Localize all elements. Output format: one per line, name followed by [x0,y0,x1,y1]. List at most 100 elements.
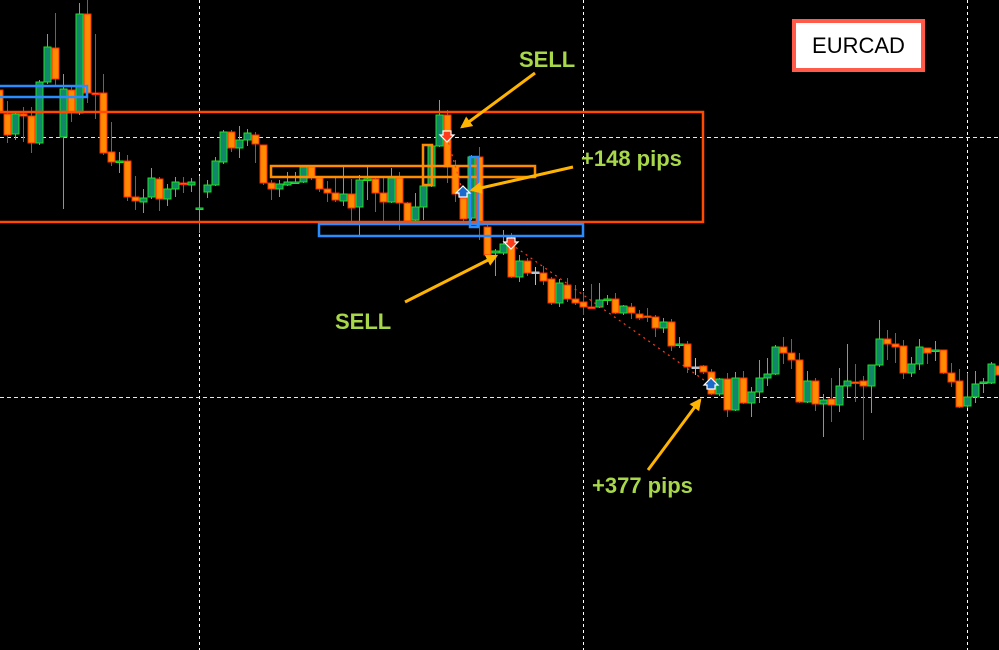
candle-body [843,380,852,387]
candle-body [211,160,220,186]
bearish-candle [851,364,860,402]
sell-arrow-icon [502,237,520,250]
bullish-candle [59,74,68,209]
bullish-candle [715,378,724,396]
bullish-candle [171,177,180,197]
bearish-candle [251,132,260,163]
bullish-candle [675,337,684,348]
bullish-candle [515,255,524,282]
orange-candle-box [421,143,434,187]
candle-body [835,385,844,406]
bearish-candle [995,365,999,376]
bearish-candle [667,319,676,351]
candle-body [739,377,748,404]
bullish-candle [731,372,740,411]
bearish-candle [67,85,76,122]
bearish-candle [131,176,140,210]
candle-body [539,272,548,282]
candle-body [995,365,999,376]
candle-body [123,160,132,198]
bearish-candle [523,258,532,276]
bearish-candle [379,178,388,222]
candle-body [731,377,740,411]
candle-body [171,181,180,190]
bearish-candle [331,178,340,202]
candle-body [659,321,668,329]
candle-body [339,193,348,202]
candle-body [955,380,964,408]
candle-body [531,271,540,274]
bullish-candle [971,371,980,403]
bullish-candle [147,168,156,199]
candle-body [923,347,932,354]
bullish-candle [555,279,564,307]
arrow-icon [404,254,499,304]
bearish-candle [899,340,908,379]
candle-body [627,306,636,314]
bullish-candle [803,371,812,403]
arrow-icon [646,398,702,471]
candle-body [771,346,780,375]
bullish-candle [979,378,988,393]
candle-body [715,378,724,395]
bullish-candle [115,152,124,173]
bullish-candle [411,193,420,224]
trade-markers [438,130,720,390]
bullish-candle [763,358,772,386]
candle-body [3,113,12,136]
candle-body [67,89,76,114]
candle-body [323,188,332,194]
candle-body [787,352,796,361]
bearish-candle [99,74,108,155]
bearish-candle [51,13,60,87]
bearish-candle [683,341,692,373]
candle-body [819,399,828,405]
candle-body [587,306,596,309]
candle-body [571,298,580,304]
bullish-candle [499,230,508,255]
bullish-candle [619,305,628,315]
candle-body [259,144,268,184]
bearish-candle [27,107,36,153]
candle-body [723,378,732,411]
bearish-candle [939,349,948,374]
candle-body [827,398,836,406]
sell-label-1: SELL [519,47,575,72]
bearish-candle [323,181,332,202]
bullish-candle [915,339,924,370]
candle-body [43,46,52,83]
bearish-candle [955,369,964,408]
bullish-candle [243,129,252,146]
bullish-candle [211,157,220,186]
bullish-candle [907,357,916,377]
range-box [0,110,705,224]
candle-body [883,338,892,345]
candle-body [411,206,420,221]
candle-body [315,177,324,190]
candle-body [147,177,156,198]
candle-body [203,184,212,193]
candle-body [107,151,116,163]
bullish-candle [43,34,52,84]
bullish-candle [235,126,244,158]
bearish-candle [787,339,796,369]
candle-body [387,177,396,203]
bearish-candle [459,195,468,222]
blue-zone [317,222,585,238]
bearish-candle [571,285,580,305]
candle-body [899,345,908,374]
candle-body [891,343,900,348]
symbol-label: EURCAD [792,19,925,72]
bullish-candle [203,180,212,198]
zones [0,84,705,238]
bullish-candle [819,394,828,437]
candle-body [523,260,532,274]
bullish-candle [491,249,500,276]
bearish-candle [883,330,892,360]
candle-body [451,165,460,195]
bullish-candle [867,364,876,413]
bullish-candle [963,373,972,408]
candle-body [851,381,860,384]
candle-body [699,365,708,373]
